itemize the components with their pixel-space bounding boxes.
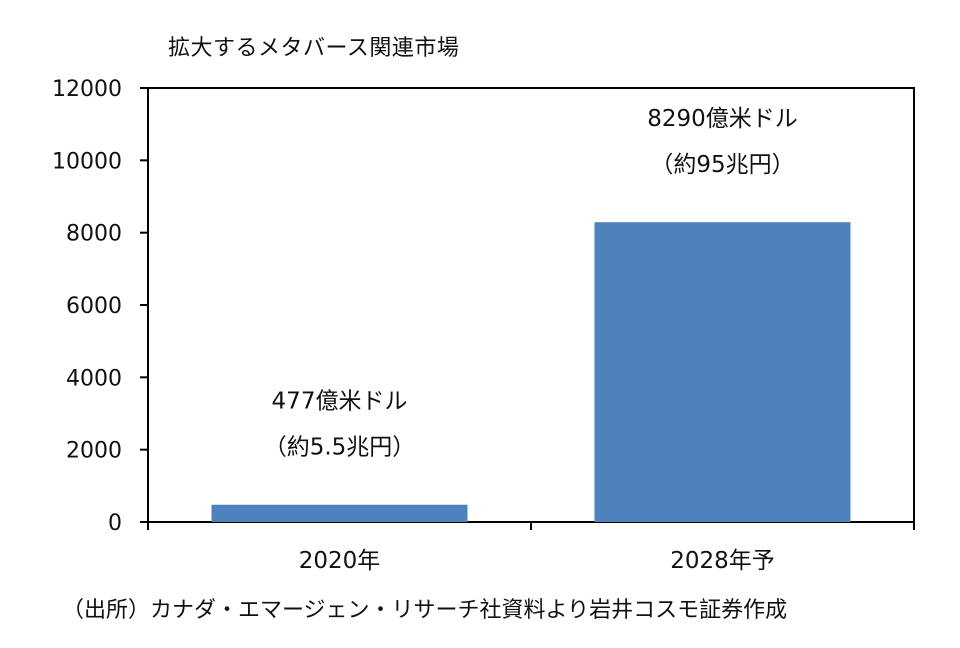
y-tick-label: 8000 xyxy=(66,222,122,247)
source-note: （出所）カナダ・エマージェン・リサーチ社資料より岩井コスモ証券作成 xyxy=(62,598,788,623)
x-category-label: 2028年予 xyxy=(670,548,775,574)
data-label: （約5.5兆円） xyxy=(264,435,416,461)
y-tick-label: 6000 xyxy=(66,294,122,319)
chart-title: 拡大するメタバース関連市場 xyxy=(168,36,460,61)
y-tick-label: 4000 xyxy=(66,366,122,391)
y-tick-label: 12000 xyxy=(52,77,122,102)
x-category-label: 2020年 xyxy=(299,548,381,574)
bar xyxy=(211,504,468,522)
data-label: （約95兆円） xyxy=(650,152,794,178)
y-tick-label: 2000 xyxy=(66,439,122,464)
bar xyxy=(594,222,851,522)
y-tick-label: 10000 xyxy=(52,149,122,174)
data-label: 477億米ドル xyxy=(272,389,408,415)
y-tick-label: 0 xyxy=(108,511,122,536)
data-label: 8290億米ドル xyxy=(647,106,798,132)
